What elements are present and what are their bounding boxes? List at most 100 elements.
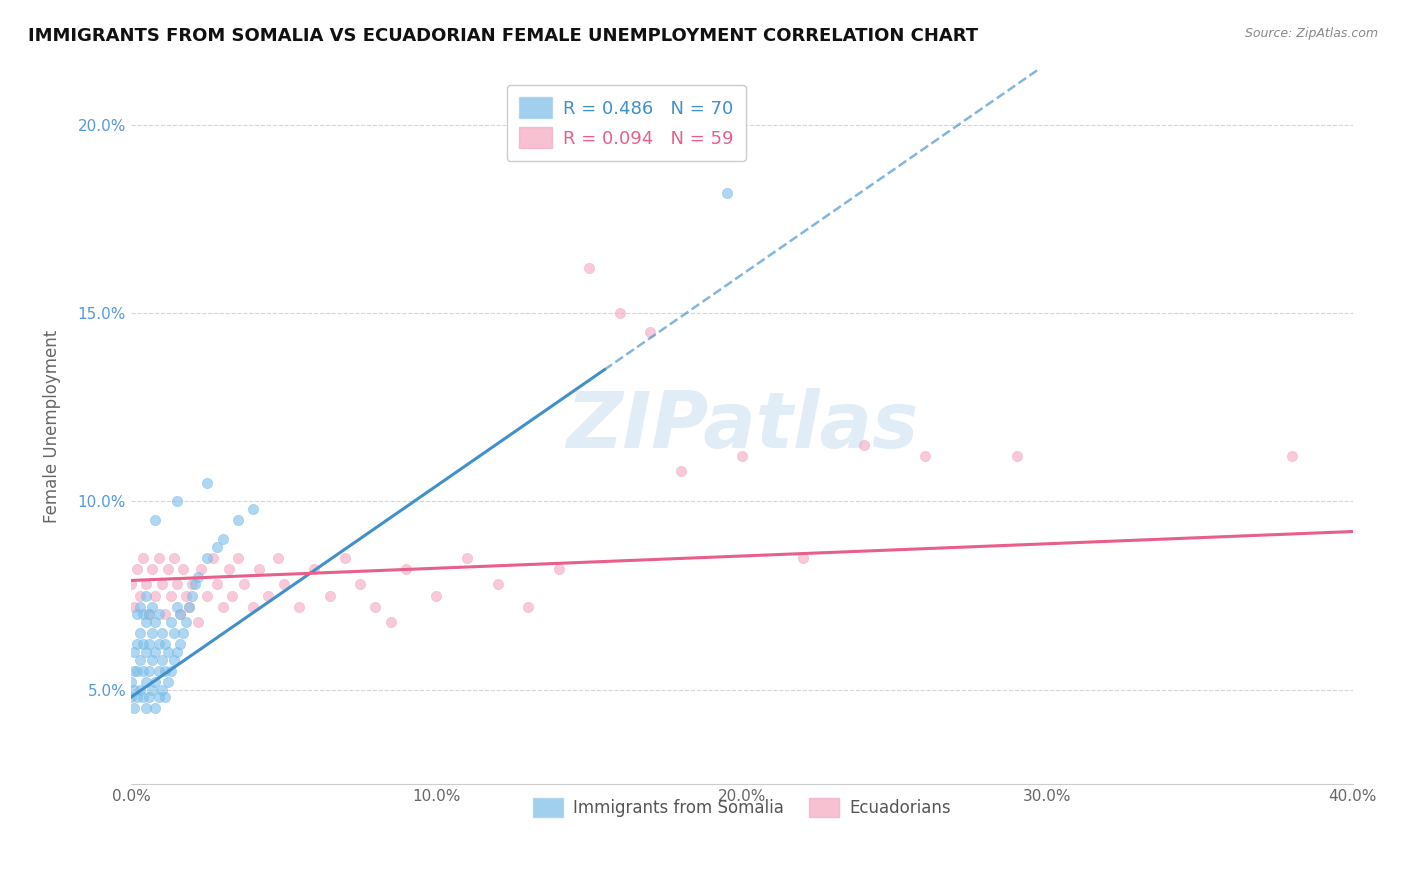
Point [145, 675, 167, 690]
Point [195, 550, 218, 565]
Point [122, 682, 145, 697]
Point [132, 550, 155, 565]
Point [156, 675, 179, 690]
Point [547, 562, 569, 576]
Point [195, 475, 218, 490]
Point [135, 577, 157, 591]
Point [380, 615, 402, 629]
Point [159, 589, 181, 603]
Point [141, 562, 163, 576]
Point [288, 599, 311, 614]
Point [138, 607, 160, 622]
Point [120, 690, 142, 705]
Point [205, 540, 228, 554]
Point [211, 532, 233, 546]
Point [792, 550, 814, 565]
Point [148, 637, 170, 651]
Point [138, 637, 160, 651]
Point [153, 690, 176, 705]
Point [257, 589, 280, 603]
Point [669, 464, 692, 478]
Point [731, 449, 754, 463]
Point [226, 550, 249, 565]
Point [205, 577, 228, 591]
Text: Source: ZipAtlas.com: Source: ZipAtlas.com [1244, 27, 1378, 40]
Point [129, 589, 152, 603]
Point [150, 577, 173, 591]
Point [425, 589, 447, 603]
Point [304, 562, 326, 576]
Point [716, 186, 738, 200]
Point [153, 637, 176, 651]
Point [127, 664, 149, 678]
Point [156, 562, 179, 576]
Point [156, 645, 179, 659]
Point [141, 682, 163, 697]
Point [127, 562, 149, 576]
Point [486, 577, 509, 591]
Point [129, 626, 152, 640]
Point [148, 664, 170, 678]
Point [148, 550, 170, 565]
Point [166, 577, 188, 591]
Point [166, 494, 188, 508]
Point [145, 701, 167, 715]
Point [127, 637, 149, 651]
Point [395, 562, 418, 576]
Point [138, 664, 160, 678]
Point [233, 577, 256, 591]
Point [120, 675, 142, 690]
Point [135, 645, 157, 659]
Point [132, 637, 155, 651]
Y-axis label: Female Unemployment: Female Unemployment [44, 329, 60, 523]
Point [122, 664, 145, 678]
Point [166, 645, 188, 659]
Point [132, 607, 155, 622]
Point [132, 690, 155, 705]
Point [141, 652, 163, 666]
Point [218, 562, 240, 576]
Point [169, 637, 191, 651]
Text: ZIPatlas: ZIPatlas [565, 388, 918, 464]
Point [242, 502, 264, 516]
Point [1281, 449, 1303, 463]
Point [187, 570, 209, 584]
Point [169, 607, 191, 622]
Point [153, 664, 176, 678]
Point [135, 615, 157, 629]
Point [138, 690, 160, 705]
Point [150, 626, 173, 640]
Point [163, 626, 186, 640]
Point [181, 577, 204, 591]
Point [135, 675, 157, 690]
Point [578, 260, 600, 275]
Point [145, 589, 167, 603]
Point [349, 577, 371, 591]
Point [247, 562, 270, 576]
Point [226, 513, 249, 527]
Point [174, 615, 197, 629]
Point [853, 438, 876, 452]
Point [129, 652, 152, 666]
Point [145, 645, 167, 659]
Point [150, 652, 173, 666]
Point [172, 626, 194, 640]
Point [187, 615, 209, 629]
Point [609, 306, 631, 320]
Point [122, 701, 145, 715]
Point [914, 449, 936, 463]
Point [364, 599, 387, 614]
Point [177, 599, 200, 614]
Point [221, 589, 243, 603]
Point [318, 589, 340, 603]
Point [135, 589, 157, 603]
Point [333, 550, 356, 565]
Point [150, 682, 173, 697]
Point [127, 690, 149, 705]
Point [172, 562, 194, 576]
Point [153, 607, 176, 622]
Point [135, 701, 157, 715]
Point [456, 550, 478, 565]
Point [177, 599, 200, 614]
Point [145, 513, 167, 527]
